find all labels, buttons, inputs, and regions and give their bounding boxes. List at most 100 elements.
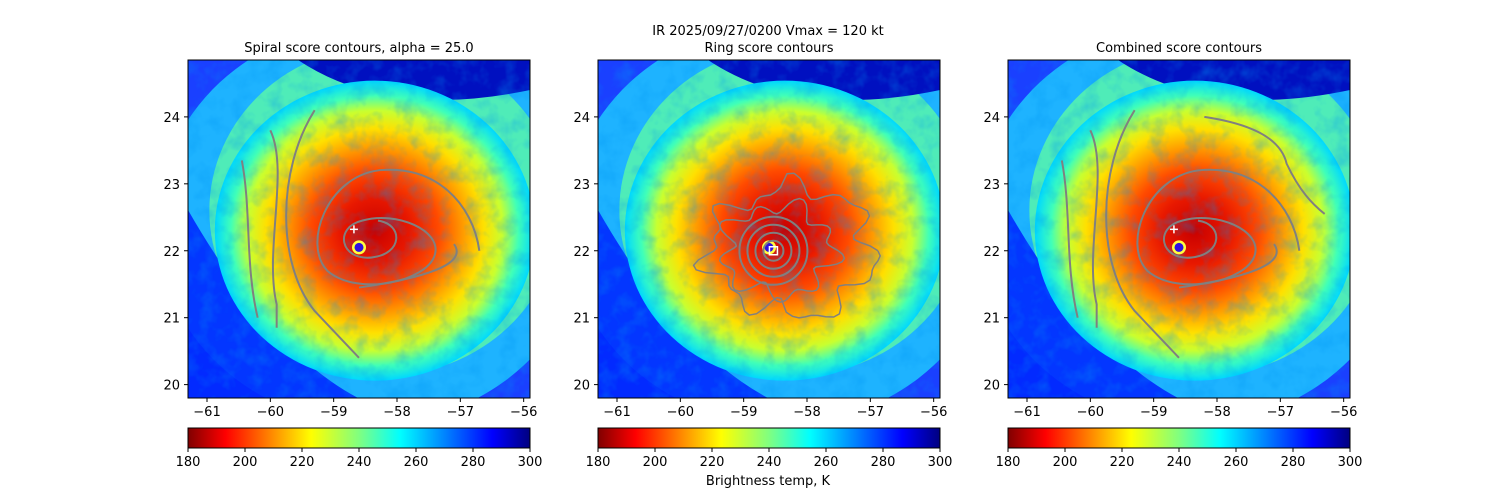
band-contour-3 — [240, 160, 259, 318]
colorbar-tick-label: 200 — [643, 455, 668, 470]
figure-suptitle: IR 2025/09/27/0200 Vmax = 120 kt — [652, 24, 883, 39]
x-tick-label: −58 — [1203, 405, 1230, 420]
score-contours — [692, 172, 882, 319]
x-tick-label: −59 — [320, 405, 347, 420]
panel-title: Spiral score contours, alpha = 25.0 — [244, 41, 473, 56]
x-tick-label: −56 — [510, 405, 537, 420]
colorbar-tick-label: 220 — [290, 455, 315, 470]
colorbar-tick-label: 300 — [1338, 455, 1363, 470]
clear-air-north — [298, 60, 530, 100]
axes-frame — [187, 59, 531, 399]
score-contours — [1060, 109, 1326, 359]
storm-eye — [354, 242, 364, 252]
band-contour-4 — [1178, 243, 1278, 289]
y-tick-label: 21 — [983, 312, 1000, 327]
colorbar-gradient — [1007, 427, 1351, 449]
band-contour-4 — [358, 243, 458, 289]
ring-contour-outer — [692, 172, 882, 319]
spiral-contour — [1136, 168, 1301, 286]
ring-contour-3 — [746, 223, 801, 278]
band-contour-1 — [285, 109, 360, 359]
x-tick-label: −60 — [257, 405, 284, 420]
colorbar-tick-label: 240 — [757, 455, 782, 470]
colorbar-gradient — [187, 427, 531, 449]
y-tick-label: 24 — [573, 111, 590, 126]
x-tick-label: −61 — [1013, 405, 1040, 420]
cloud-texture — [1008, 60, 1350, 398]
colorbar: 180 200 220 240 260 280 300 — [176, 427, 543, 470]
colorbar-gradient — [597, 427, 941, 449]
y-tick-label: 20 — [573, 379, 590, 394]
y-tick-label: 23 — [983, 178, 1000, 193]
ir-image — [188, 60, 530, 398]
colorbar-tick-label: 180 — [996, 455, 1021, 470]
colorbar-tick-label: 180 — [176, 455, 201, 470]
x-tick-label: −57 — [1267, 405, 1294, 420]
band-contour-5 — [1204, 115, 1326, 215]
x-tick-label: −60 — [1077, 405, 1104, 420]
colorbar-tick-label: 200 — [1053, 455, 1078, 470]
score-contours — [240, 109, 481, 359]
colorbar-label: Brightness temp, K — [706, 474, 831, 489]
y-tick-label: 22 — [983, 245, 1000, 260]
x-tick-label: −61 — [603, 405, 630, 420]
colorbar-tick-label: 240 — [1167, 455, 1192, 470]
colorbar-tick-label: 240 — [347, 455, 372, 470]
y-tick-label: 24 — [983, 111, 1000, 126]
ring-contour-4 — [738, 215, 809, 286]
cloud-texture — [188, 60, 530, 398]
colorbar-tick-label: 300 — [928, 455, 953, 470]
y-tick-label: 20 — [983, 379, 1000, 394]
band-contour-3 — [1060, 160, 1079, 318]
x-tick-label: −59 — [1140, 405, 1167, 420]
clear-air-southwest — [1008, 210, 1178, 398]
ir-image — [598, 60, 940, 398]
colorbar-tick-label: 180 — [586, 455, 611, 470]
panel-title: Ring score contours — [704, 41, 833, 56]
x-tick-label: −58 — [383, 405, 410, 420]
x-tick-label: −58 — [793, 405, 820, 420]
axes-frame — [1007, 59, 1351, 399]
center-square-marker — [768, 246, 779, 256]
panel-title: Combined score contours — [1096, 41, 1262, 56]
y-tick-label: 23 — [573, 178, 590, 193]
clear-air-north — [708, 60, 940, 100]
colorbar-tick-label: 260 — [814, 455, 839, 470]
cloud-texture — [598, 60, 940, 398]
y-tick-label: 21 — [163, 312, 180, 327]
colorbar: 180 200 220 240 260 280 300 — [996, 427, 1363, 470]
band-contour-2 — [1089, 129, 1099, 328]
panel-3: Combined score contours −61 −60 −59 −58 −57 −5… — [983, 41, 1363, 470]
colorbar-tick-label: 200 — [233, 455, 258, 470]
center-plus-marker — [349, 225, 358, 234]
colorbar-tick-label: 260 — [404, 455, 429, 470]
storm-core — [624, 80, 940, 381]
spiral-contour — [316, 168, 481, 286]
ring-contour-1 — [762, 239, 785, 262]
panel-2: Ring score contours −61 −60 −59 −58 −57 −56 20 2… — [573, 41, 953, 470]
colorbar: 180 200 220 240 260 280 300 — [586, 427, 953, 470]
panel-1: Spiral score contours, alpha = 25.0 −61 −6… — [163, 41, 543, 470]
y-tick-label: 24 — [163, 111, 180, 126]
colorbar-tick-label: 260 — [1224, 455, 1249, 470]
x-tick-label: −61 — [193, 405, 220, 420]
y-tick-label: 20 — [163, 379, 180, 394]
band-contour-1 — [1105, 109, 1180, 359]
ir-image — [1008, 60, 1350, 398]
x-tick-label: −57 — [447, 405, 474, 420]
center-plus-marker — [1169, 225, 1178, 234]
clear-air-southwest — [188, 210, 358, 398]
storm-eye — [1174, 242, 1184, 252]
y-tick-label: 23 — [163, 178, 180, 193]
colorbar-tick-label: 280 — [871, 455, 896, 470]
y-tick-label: 22 — [163, 245, 180, 260]
band-contour-2 — [269, 129, 279, 328]
colorbar-tick-label: 220 — [700, 455, 725, 470]
ring-contour-mid — [718, 197, 846, 303]
y-tick-label: 21 — [573, 312, 590, 327]
x-tick-label: −60 — [667, 405, 694, 420]
clear-air-southwest — [598, 210, 768, 398]
colorbar-tick-label: 300 — [518, 455, 543, 470]
x-tick-label: −56 — [920, 405, 947, 420]
